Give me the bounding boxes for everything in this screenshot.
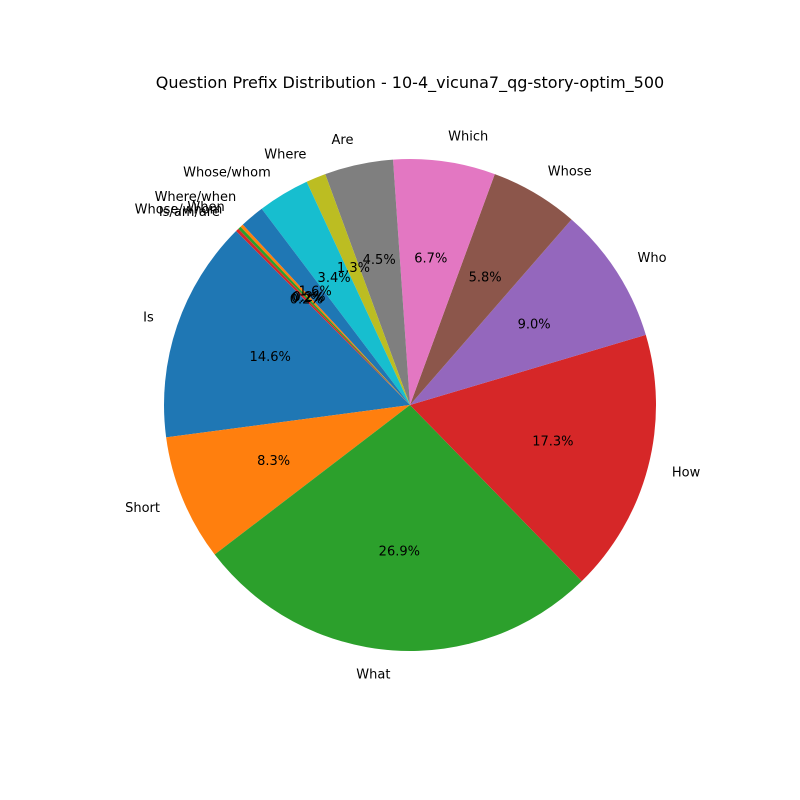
slice-label-when-11: When [187, 200, 224, 215]
slice-percent-who-4: 9.0% [518, 318, 551, 333]
pie-slice-what-2 [214, 405, 582, 651]
slice-percent-whose-5: 5.8% [469, 270, 502, 285]
pie-slice-when-11 [240, 224, 410, 405]
slice-label-where-when-10: Where/when [155, 190, 237, 205]
slice-percent-what-2: 26.9% [379, 545, 420, 560]
pie-slice-whose-whom-12 [238, 226, 410, 405]
slice-label-how-3: How [672, 466, 701, 481]
slice-label-is-am-are-13: Is/am/are [159, 205, 220, 220]
pie-slice-where-8 [306, 174, 410, 405]
slice-percent-whose-whom-12: 0.2% [291, 291, 324, 306]
slice-label-whose-whom-12: Whose/whom [135, 203, 223, 218]
slice-label-are-7: Are [332, 133, 354, 148]
slice-percent-short-1: 8.3% [257, 454, 290, 469]
pie-slice-is-am-are-13 [236, 228, 410, 405]
pie-labels: Is 14.6% Short 8.3% What 26.9% How 17.3% Who 9.0%… [125, 130, 701, 683]
slice-percent-whose-whom-9: 3.4% [318, 271, 351, 286]
pie-slice-who-4 [410, 219, 646, 405]
slice-label-which-6: Which [448, 130, 488, 145]
pie-wedges [164, 159, 657, 651]
pie-slice-whose-5 [410, 174, 572, 405]
slice-percent-is-0: 14.6% [250, 350, 291, 365]
slice-label-whose-whom-9: Whose/whom [183, 165, 271, 180]
slice-percent-where-when-10: 1.6% [299, 284, 332, 299]
pie-slice-which-6 [393, 159, 495, 405]
pie-slice-where-when-10 [242, 208, 410, 405]
slice-percent-where-8: 1.3% [337, 261, 370, 276]
pie-slice-short-1 [166, 405, 410, 555]
pie-slice-are-7 [325, 159, 410, 405]
slice-label-who-4: Who [638, 251, 667, 266]
pie-slice-how-3 [410, 334, 657, 582]
slice-label-whose-5: Whose [548, 165, 592, 180]
chart-title: Question Prefix Distribution - 10-4_vicu… [156, 73, 664, 93]
slice-percent-is-am-are-13: 0.2% [290, 292, 323, 307]
slice-label-where-8: Where [264, 148, 306, 163]
pie-slice-whose-whom-9 [261, 181, 410, 405]
pie-slice-is-0 [164, 231, 410, 438]
slice-percent-are-7: 4.5% [363, 253, 396, 268]
slice-label-short-1: Short [125, 501, 160, 516]
slice-percent-how-3: 17.3% [532, 435, 573, 450]
slice-percent-which-6: 6.7% [414, 251, 447, 266]
slice-label-what-2: What [356, 667, 390, 682]
slice-percent-when-11: 0.2% [292, 290, 325, 305]
slice-label-is-0: Is [143, 311, 154, 326]
